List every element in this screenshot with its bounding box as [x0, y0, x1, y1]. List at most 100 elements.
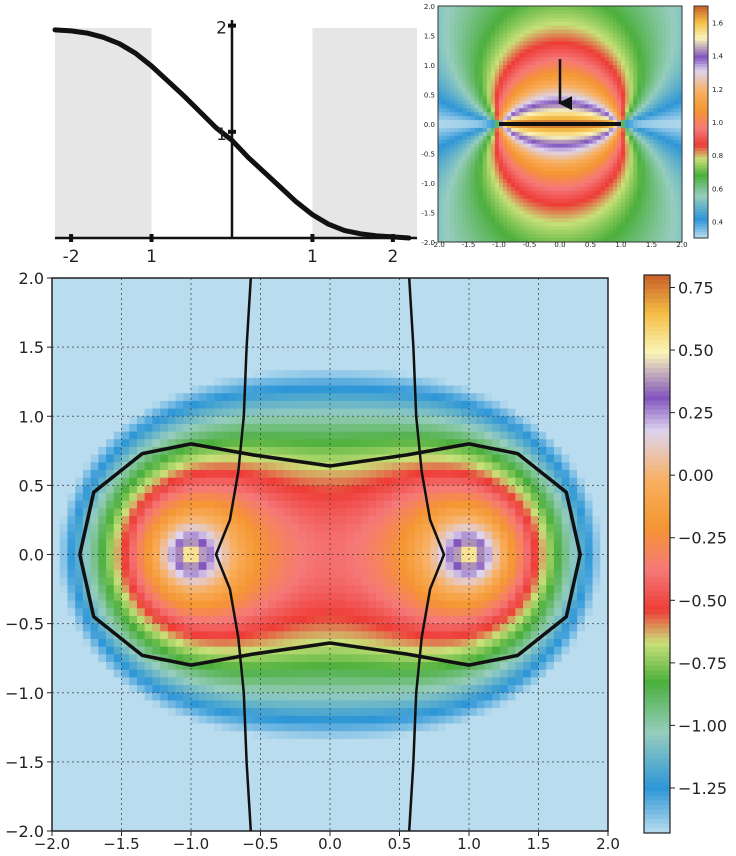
heat-cell	[482, 68, 488, 74]
heat-cell	[446, 72, 451, 78]
heat-cell	[531, 13, 537, 19]
heat-cell	[446, 155, 451, 160]
heat-cell	[649, 80, 655, 86]
heat-cell	[106, 308, 115, 317]
heat-cell	[576, 53, 581, 58]
heat-cell	[543, 147, 549, 153]
heat-cell	[539, 234, 545, 239]
heat-cell	[547, 17, 553, 23]
heat-cell	[621, 226, 626, 231]
heat-cell	[677, 100, 682, 105]
heat-cell	[474, 167, 480, 172]
heat-cell	[82, 301, 92, 310]
heat-cell	[531, 37, 537, 42]
heat-cell	[568, 41, 573, 46]
heat-cell	[584, 127, 590, 133]
heat-cell	[454, 171, 459, 176]
heat-cell	[641, 147, 646, 153]
heat-cell	[625, 57, 630, 62]
heat-cell	[633, 13, 638, 19]
heat-cell	[584, 194, 590, 200]
heat-cell	[106, 631, 115, 640]
heat-cell	[144, 615, 153, 625]
heat-cell	[600, 167, 606, 172]
heat-cell	[555, 167, 561, 172]
heat-cell	[653, 151, 659, 157]
heat-cell	[677, 234, 682, 239]
heat-cell	[136, 362, 146, 371]
heat-cell	[446, 96, 451, 101]
heat-cell	[144, 523, 153, 533]
heat-cell	[539, 135, 545, 141]
heat-cell	[645, 104, 651, 109]
heat-cell	[616, 25, 622, 31]
heat-cell	[454, 45, 459, 50]
heat-cell	[527, 96, 533, 101]
heat-cell	[531, 21, 537, 27]
heat-cell	[539, 84, 545, 90]
heat-cell	[75, 577, 84, 586]
heat-cell	[596, 234, 602, 239]
heat-cell	[592, 202, 598, 208]
heat-cell	[519, 230, 524, 235]
heat-cell	[604, 41, 610, 46]
heat-cell	[523, 17, 529, 23]
heat-cell	[637, 183, 642, 188]
heat-cell	[67, 446, 76, 456]
heat-cell	[152, 400, 161, 410]
heat-cell	[531, 108, 537, 113]
heat-cell	[136, 347, 146, 356]
heat-cell	[673, 49, 679, 54]
heat-cell	[511, 186, 516, 192]
heat-cell	[633, 49, 638, 54]
heat-cell	[470, 76, 476, 82]
heat-cell	[519, 57, 524, 62]
heat-cell	[106, 354, 115, 364]
heat-cell	[52, 577, 61, 586]
heat-cell	[669, 88, 675, 94]
heat-cell	[555, 57, 561, 62]
heat-cell	[515, 72, 520, 78]
heat-cell	[167, 777, 177, 786]
heat-cell	[568, 222, 573, 227]
heat-cell	[653, 238, 659, 242]
heat-cell	[503, 29, 508, 35]
heat-cell	[616, 116, 622, 121]
heat-cell	[555, 171, 561, 176]
heat-cell	[669, 171, 675, 176]
heat-cell	[470, 29, 476, 35]
heat-cell	[547, 6, 553, 11]
heat-cell	[482, 76, 488, 82]
colorbar-cell	[694, 197, 708, 201]
heat-cell	[629, 108, 634, 113]
heat-cell	[665, 100, 671, 105]
heat-cell	[106, 462, 115, 471]
heat-cell	[511, 96, 516, 101]
heat-cell	[580, 84, 585, 90]
heat-cell	[450, 163, 455, 168]
heat-cell	[503, 159, 508, 164]
heat-cell	[113, 531, 123, 540]
heat-cell	[657, 76, 663, 82]
heat-cell	[98, 746, 107, 755]
heat-cell	[67, 531, 76, 540]
heat-cell	[438, 210, 443, 216]
heat-cell	[669, 131, 675, 137]
heat-cell	[507, 218, 512, 223]
heat-cell	[527, 159, 533, 164]
heat-cell	[629, 139, 634, 145]
heat-cell	[499, 68, 504, 74]
heat-cell	[494, 116, 500, 121]
heat-cell	[515, 21, 520, 27]
heat-cell	[67, 569, 76, 579]
heat-cell	[596, 143, 602, 149]
heat-cell	[625, 13, 630, 19]
heat-cell	[175, 347, 184, 356]
heat-cell	[677, 179, 682, 184]
heat-cell	[645, 226, 651, 231]
heat-cell	[478, 214, 484, 219]
heat-cell	[490, 159, 496, 164]
heat-cell	[446, 33, 451, 39]
colorbar-cell	[694, 107, 708, 111]
heat-cell	[673, 6, 679, 11]
